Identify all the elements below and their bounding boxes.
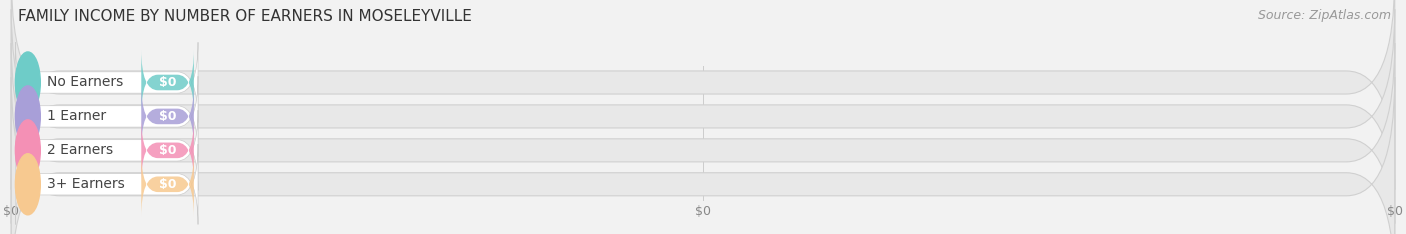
FancyBboxPatch shape: [141, 84, 194, 149]
FancyBboxPatch shape: [11, 9, 1395, 224]
Circle shape: [15, 52, 41, 113]
Text: $0: $0: [159, 110, 176, 123]
Text: $0: $0: [159, 144, 176, 157]
FancyBboxPatch shape: [11, 77, 1395, 234]
FancyBboxPatch shape: [141, 50, 194, 115]
Text: FAMILY INCOME BY NUMBER OF EARNERS IN MOSELEYVILLE: FAMILY INCOME BY NUMBER OF EARNERS IN MO…: [18, 9, 472, 24]
Text: 2 Earners: 2 Earners: [48, 143, 114, 157]
Text: Source: ZipAtlas.com: Source: ZipAtlas.com: [1257, 9, 1391, 22]
Text: 1 Earner: 1 Earner: [48, 110, 107, 123]
FancyBboxPatch shape: [15, 42, 198, 123]
Circle shape: [15, 120, 41, 181]
Text: No Earners: No Earners: [48, 76, 124, 89]
FancyBboxPatch shape: [141, 151, 194, 217]
FancyBboxPatch shape: [11, 43, 1395, 234]
FancyBboxPatch shape: [15, 110, 198, 190]
Text: $0: $0: [159, 76, 176, 89]
FancyBboxPatch shape: [141, 117, 194, 183]
Circle shape: [15, 86, 41, 147]
Text: 3+ Earners: 3+ Earners: [48, 177, 125, 191]
Circle shape: [15, 154, 41, 215]
FancyBboxPatch shape: [15, 76, 198, 157]
Text: $0: $0: [159, 178, 176, 191]
FancyBboxPatch shape: [15, 144, 198, 224]
FancyBboxPatch shape: [11, 0, 1395, 190]
